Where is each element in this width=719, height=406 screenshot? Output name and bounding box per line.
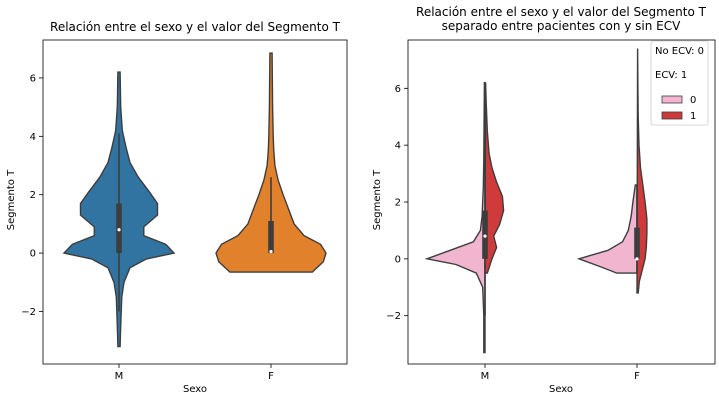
- right-chart-title: Relación entre el sexo y el valor del Se…: [416, 5, 707, 33]
- legend-note: No ECV: 0: [655, 46, 704, 57]
- right-x-axis-label: Sexo: [549, 384, 573, 395]
- violin-M-median-point: [117, 228, 121, 232]
- split-violin-F-iqr-box: [634, 227, 640, 259]
- left-chart-panel: Relación entre el sexo y el valor del Se…: [6, 20, 348, 395]
- split-violin-M-hue-1: [484, 82, 505, 274]
- violin-F: [215, 52, 327, 273]
- legend: No ECV: 0 ECV: 1 0 1: [650, 40, 709, 126]
- split-violin-F-median-point: [635, 257, 639, 261]
- right-title-line: separado entre pacientes con y sin ECV: [442, 19, 682, 33]
- left-plot-area: −2 0 2 4 6 M F: [21, 39, 348, 382]
- legend-note: ECV: 1: [655, 70, 687, 81]
- right-plot-area: −2 0 2 4 6 M F: [386, 39, 716, 382]
- right-x-tick-label: M: [481, 371, 490, 382]
- left-x-axis-label: Sexo: [183, 384, 207, 395]
- split-violin-F-hue-0: [576, 184, 638, 274]
- right-x-tick-label: F: [634, 371, 640, 382]
- legend-label-1: 1: [690, 111, 696, 122]
- left-y-tick-label: 0: [30, 249, 36, 260]
- right-y-tick-label: 2: [395, 198, 401, 209]
- left-x-tick-label: M: [115, 371, 124, 382]
- violin-F-median-point: [269, 250, 273, 254]
- left-chart-title: Relación entre el sexo y el valor del Se…: [50, 20, 341, 34]
- right-y-tick-label: 6: [395, 84, 401, 95]
- left-x-tick-label: F: [268, 371, 274, 382]
- right-title-line: Relación entre el sexo y el valor del Se…: [416, 5, 707, 19]
- split-violin-M-median-point: [483, 234, 487, 238]
- right-y-tick-label: −2: [386, 311, 401, 322]
- legend-frame: [650, 40, 709, 126]
- legend-swatch-1: [661, 111, 683, 120]
- split-violin-M-hue-0: [424, 81, 486, 354]
- left-y-tick-label: 2: [30, 190, 36, 201]
- right-y-tick-label: 0: [395, 254, 401, 265]
- right-y-tick-label: 4: [395, 141, 401, 152]
- right-chart-panel: Relación entre el sexo y el valor del Se…: [372, 5, 716, 395]
- right-y-axis-label: Segmento T: [372, 169, 383, 230]
- left-axes-frame: [42, 39, 348, 365]
- left-y-axis-label: Segmento T: [6, 169, 17, 230]
- legend-label-0: 0: [690, 95, 696, 106]
- violin-F-iqr-box: [268, 220, 274, 254]
- left-y-tick-label: 4: [30, 132, 36, 143]
- legend-swatch-0: [661, 95, 683, 104]
- left-y-tick-label: −2: [21, 307, 36, 318]
- left-y-tick-label: 6: [30, 73, 36, 84]
